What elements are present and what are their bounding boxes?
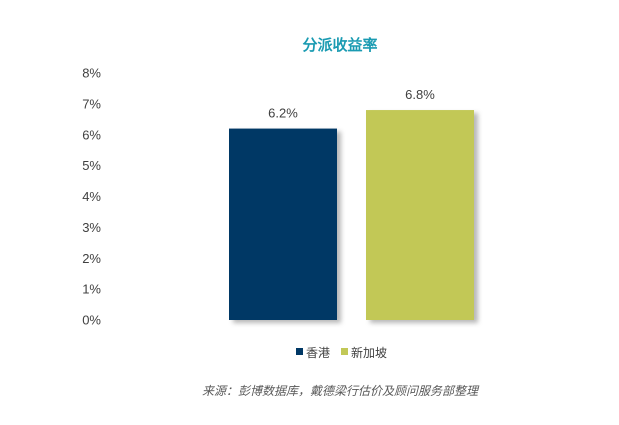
y-tick-label: 3% <box>82 220 101 235</box>
y-tick-label: 7% <box>82 96 101 111</box>
y-axis: 0% 1% 2% 3% 4% 5% 6% 7% 8% <box>82 66 101 328</box>
data-labels: 6.2% 6.8% <box>268 87 435 121</box>
y-tick-label: 0% <box>82 313 101 328</box>
bar <box>366 110 474 320</box>
bar <box>229 128 337 320</box>
source-note: 来源：彭博数据库，戴德梁行估价及顾问服务部整理 <box>202 384 480 398</box>
chart-title: 分派收益率 <box>302 36 377 54</box>
y-tick-label: 6% <box>82 127 101 142</box>
bar-series <box>229 110 474 320</box>
y-tick-label: 2% <box>82 251 101 266</box>
y-tick-label: 5% <box>82 158 101 173</box>
y-tick-label: 1% <box>82 282 101 297</box>
legend-swatch <box>341 348 348 355</box>
y-tick-label: 8% <box>82 66 101 81</box>
bar-value-label: 6.8% <box>405 87 435 102</box>
bar-value-label: 6.2% <box>268 106 298 121</box>
y-tick-label: 4% <box>82 189 101 204</box>
legend-label: 香港 <box>306 346 330 360</box>
legend: 香港 新加坡 <box>296 345 387 360</box>
legend-swatch <box>296 348 303 355</box>
legend-label: 新加坡 <box>351 345 387 360</box>
